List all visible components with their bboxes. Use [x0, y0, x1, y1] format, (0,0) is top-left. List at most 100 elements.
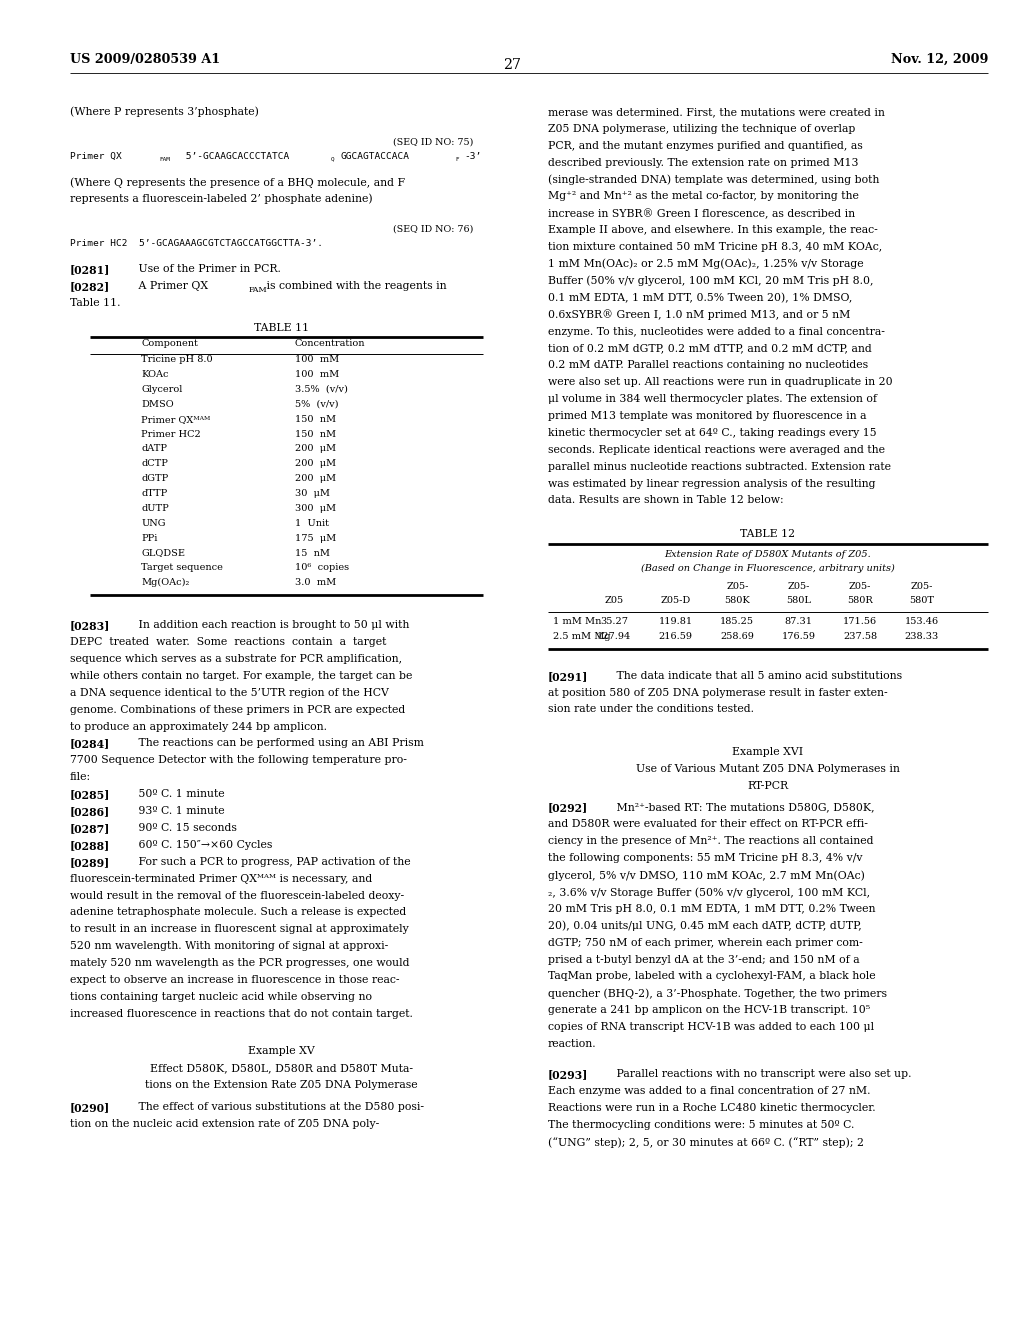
Text: enzyme. To this, nucleotides were added to a final concentra-: enzyme. To this, nucleotides were added …	[548, 326, 885, 337]
Text: The effect of various substitutions at the D580 posi-: The effect of various substitutions at t…	[128, 1102, 424, 1111]
Text: (“UNG” step); 2, 5, or 30 minutes at 66º C. (“RT” step); 2: (“UNG” step); 2, 5, or 30 minutes at 66º…	[548, 1137, 864, 1148]
Text: to result in an increase in fluorescent signal at approximately: to result in an increase in fluorescent …	[70, 924, 409, 935]
Text: Buffer (50% v/v glycerol, 100 mM KCl, 20 mM Tris pH 8.0,: Buffer (50% v/v glycerol, 100 mM KCl, 20…	[548, 276, 873, 286]
Text: Z05-: Z05-	[910, 582, 933, 591]
Text: 1 mM Mn: 1 mM Mn	[553, 616, 601, 626]
Text: genome. Combinations of these primers in PCR are expected: genome. Combinations of these primers in…	[70, 705, 404, 714]
Text: [0284]: [0284]	[70, 738, 110, 750]
Text: Target sequence: Target sequence	[141, 564, 223, 573]
Text: Extension Rate of D580X Mutants of Z05.: Extension Rate of D580X Mutants of Z05.	[665, 549, 871, 558]
Text: Nov. 12, 2009: Nov. 12, 2009	[891, 53, 988, 66]
Text: 127.94: 127.94	[597, 632, 632, 640]
Text: fluorescein-terminated Primer QXᴹᴬᴹ is necessary, and: fluorescein-terminated Primer QXᴹᴬᴹ is n…	[70, 874, 372, 883]
Text: 30  μM: 30 μM	[295, 488, 330, 498]
Text: is combined with the reagents in: is combined with the reagents in	[263, 281, 446, 290]
Text: 238.33: 238.33	[904, 632, 939, 640]
Text: dGTP; 750 nM of each primer, wherein each primer com-: dGTP; 750 nM of each primer, wherein eac…	[548, 937, 862, 948]
Text: Z05-: Z05-	[726, 582, 749, 591]
Text: were also set up. All reactions were run in quadruplicate in 20: were also set up. All reactions were run…	[548, 378, 893, 387]
Text: Z05-: Z05-	[787, 582, 810, 591]
Text: Example II above, and elsewhere. In this example, the reac-: Example II above, and elsewhere. In this…	[548, 226, 878, 235]
Text: Table 11.: Table 11.	[70, 298, 120, 308]
Text: mately 520 nm wavelength as the PCR progresses, one would: mately 520 nm wavelength as the PCR prog…	[70, 958, 410, 968]
Text: Z05-: Z05-	[849, 582, 871, 591]
Text: 0.6xSYBR® Green I, 1.0 nM primed M13, and or 5 nM: 0.6xSYBR® Green I, 1.0 nM primed M13, an…	[548, 310, 850, 321]
Text: Each enzyme was added to a final concentration of 27 nM.: Each enzyme was added to a final concent…	[548, 1086, 870, 1097]
Text: 3.0  mM: 3.0 mM	[295, 578, 336, 587]
Text: The reactions can be performed using an ABI Prism: The reactions can be performed using an …	[128, 738, 424, 748]
Text: 200  μM: 200 μM	[295, 459, 336, 469]
Text: (SEQ ID NO: 76): (SEQ ID NO: 76)	[393, 224, 473, 234]
Text: the following components: 55 mM Tricine pH 8.3, 4% v/v: the following components: 55 mM Tricine …	[548, 853, 862, 863]
Text: The thermocycling conditions were: 5 minutes at 50º C.: The thermocycling conditions were: 5 min…	[548, 1121, 854, 1130]
Text: would result in the removal of the fluorescein-labeled deoxy-: would result in the removal of the fluor…	[70, 891, 403, 900]
Text: Z05: Z05	[605, 597, 624, 606]
Text: PPi: PPi	[141, 533, 158, 543]
Text: 5%  (v/v): 5% (v/v)	[295, 400, 338, 409]
Text: expect to observe an increase in fluorescence in those reac-: expect to observe an increase in fluores…	[70, 975, 399, 985]
Text: 5’-GCAAGCACCCTATCA: 5’-GCAAGCACCCTATCA	[180, 152, 290, 161]
Text: 10⁶  copies: 10⁶ copies	[295, 564, 349, 573]
Text: -3’: -3’	[464, 152, 481, 161]
Text: Reactions were run in a Roche LC480 kinetic thermocycler.: Reactions were run in a Roche LC480 kine…	[548, 1104, 876, 1113]
Text: FAM: FAM	[249, 286, 267, 294]
Text: Use of Various Mutant Z05 DNA Polymerases in: Use of Various Mutant Z05 DNA Polymerase…	[636, 763, 900, 774]
Text: 2.5 mM Mg: 2.5 mM Mg	[553, 632, 610, 640]
Text: Tricine pH 8.0: Tricine pH 8.0	[141, 355, 213, 364]
Text: Z05 DNA polymerase, utilizing the technique of overlap: Z05 DNA polymerase, utilizing the techni…	[548, 124, 855, 133]
Text: 150  nM: 150 nM	[295, 429, 336, 438]
Text: 185.25: 185.25	[720, 616, 755, 626]
Text: 1  Unit: 1 Unit	[295, 519, 329, 528]
Text: adenine tetraphosphate molecule. Such a release is expected: adenine tetraphosphate molecule. Such a …	[70, 907, 406, 917]
Text: 0.2 mM dATP. Parallel reactions containing no nucleotides: 0.2 mM dATP. Parallel reactions containi…	[548, 360, 868, 371]
Text: kinetic thermocycler set at 64º C., taking readings every 15: kinetic thermocycler set at 64º C., taki…	[548, 428, 877, 438]
Text: (Based on Change in Fluorescence, arbitrary units): (Based on Change in Fluorescence, arbitr…	[641, 564, 895, 573]
Text: 20 mM Tris pH 8.0, 0.1 mM EDTA, 1 mM DTT, 0.2% Tween: 20 mM Tris pH 8.0, 0.1 mM EDTA, 1 mM DTT…	[548, 904, 876, 913]
Text: GGCAGTACCACA: GGCAGTACCACA	[341, 152, 410, 161]
Text: 27: 27	[503, 58, 521, 71]
Text: Use of the Primer in PCR.: Use of the Primer in PCR.	[128, 264, 281, 275]
Text: 171.56: 171.56	[843, 616, 878, 626]
Text: increased fluorescence in reactions that do not contain target.: increased fluorescence in reactions that…	[70, 1008, 413, 1019]
Text: 0.1 mM EDTA, 1 mM DTT, 0.5% Tween 20), 1% DMSO,: 0.1 mM EDTA, 1 mM DTT, 0.5% Tween 20), 1…	[548, 293, 852, 304]
Text: parallel minus nucleotide reactions subtracted. Extension rate: parallel minus nucleotide reactions subt…	[548, 462, 891, 471]
Text: Q: Q	[331, 157, 335, 162]
Text: 520 nm wavelength. With monitoring of signal at approxi-: 520 nm wavelength. With monitoring of si…	[70, 941, 388, 952]
Text: increase in SYBR® Green I florescence, as described in: increase in SYBR® Green I florescence, a…	[548, 209, 855, 219]
Text: For such a PCR to progress, PAP activation of the: For such a PCR to progress, PAP activati…	[128, 857, 411, 867]
Text: 216.59: 216.59	[658, 632, 693, 640]
Text: RT-PCR: RT-PCR	[748, 780, 788, 791]
Text: 90º C. 15 seconds: 90º C. 15 seconds	[128, 822, 237, 833]
Text: [0285]: [0285]	[70, 789, 110, 800]
Text: (single-stranded DNA) template was determined, using both: (single-stranded DNA) template was deter…	[548, 174, 880, 185]
Text: represents a fluorescein-labeled 2’ phosphate adenine): represents a fluorescein-labeled 2’ phos…	[70, 194, 373, 205]
Text: (Where Q represents the presence of a BHQ molecule, and F: (Where Q represents the presence of a BH…	[70, 177, 404, 187]
Text: tion on the nucleic acid extension rate of Z05 DNA poly-: tion on the nucleic acid extension rate …	[70, 1118, 379, 1129]
Text: dTTP: dTTP	[141, 488, 168, 498]
Text: at position 580 of Z05 DNA polymerase result in faster exten-: at position 580 of Z05 DNA polymerase re…	[548, 688, 888, 697]
Text: 153.46: 153.46	[904, 616, 939, 626]
Text: 580R: 580R	[847, 597, 873, 606]
Text: Primer QX: Primer QX	[70, 152, 122, 161]
Text: 7700 Sequence Detector with the following temperature pro-: 7700 Sequence Detector with the followin…	[70, 755, 407, 766]
Text: μl volume in 384 well thermocycler plates. The extension of: μl volume in 384 well thermocycler plate…	[548, 395, 877, 404]
Text: was estimated by linear regression analysis of the resulting: was estimated by linear regression analy…	[548, 479, 876, 488]
Text: 119.81: 119.81	[658, 616, 693, 626]
Text: 50º C. 1 minute: 50º C. 1 minute	[128, 789, 224, 799]
Text: 258.69: 258.69	[720, 632, 755, 640]
Text: to produce an approximately 244 bp amplicon.: to produce an approximately 244 bp ampli…	[70, 722, 327, 731]
Text: Effect D580K, D580L, D580R and D580T Muta-: Effect D580K, D580L, D580R and D580T Mut…	[151, 1063, 413, 1073]
Text: 93º C. 1 minute: 93º C. 1 minute	[128, 807, 224, 816]
Text: 15  nM: 15 nM	[295, 549, 330, 557]
Text: TaqMan probe, labeled with a cyclohexyl-FAM, a black hole: TaqMan probe, labeled with a cyclohexyl-…	[548, 972, 876, 982]
Text: Glycerol: Glycerol	[141, 385, 182, 393]
Text: tions on the Extension Rate Z05 DNA Polymerase: tions on the Extension Rate Z05 DNA Poly…	[145, 1080, 418, 1090]
Text: file:: file:	[70, 772, 91, 783]
Text: DMSO: DMSO	[141, 400, 174, 409]
Text: prised a t-butyl benzyl dA at the 3’-end; and 150 nM of a: prised a t-butyl benzyl dA at the 3’-end…	[548, 954, 859, 965]
Text: PCR, and the mutant enzymes purified and quantified, as: PCR, and the mutant enzymes purified and…	[548, 141, 862, 150]
Text: seconds. Replicate identical reactions were averaged and the: seconds. Replicate identical reactions w…	[548, 445, 885, 455]
Text: primed M13 template was monitored by fluorescence in a: primed M13 template was monitored by flu…	[548, 411, 866, 421]
Text: 237.58: 237.58	[843, 632, 878, 640]
Text: [0290]: [0290]	[70, 1102, 110, 1113]
